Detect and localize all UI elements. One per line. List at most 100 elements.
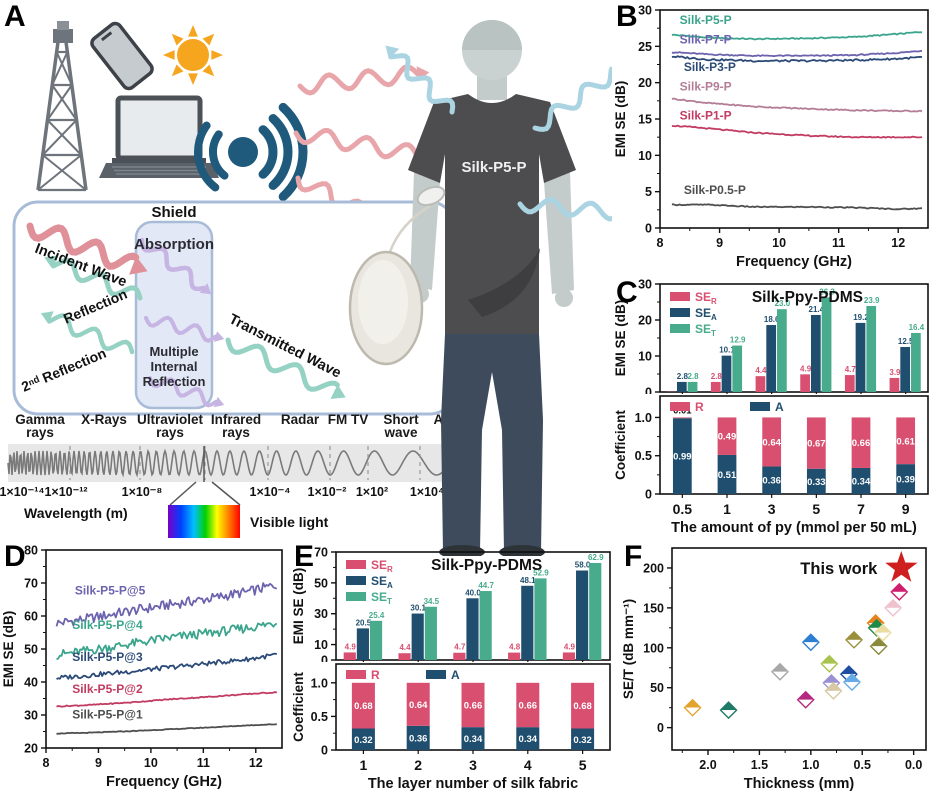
stacked-chart-E-bottom: 0 0.5 1.0 The layer number of silk fabric Co…	[291, 663, 611, 792]
data-point-top-1	[720, 702, 737, 711]
chart-emi-se-vs-layer-number: 0 10 30 50 70 EMI SE (dB) 4.9 4.4 4.7 4.8 4.9 20.5 3…	[290, 540, 620, 668]
bar-SE_A-3	[766, 325, 777, 392]
bar-value-SE_R-3: 4.4	[755, 366, 767, 375]
bar-chart-C-top: 0 10 20 30 EMI SE (dB) 2.8 4.4 4.9 4.7 3.9 2.8 10.1…	[613, 278, 929, 400]
data-point-bottom-3	[797, 699, 814, 708]
legend-swatch-R	[346, 670, 366, 679]
y-tick-label: 70	[314, 546, 328, 560]
visible-funnel-left	[169, 481, 197, 506]
absorbed-wave-2-arrowhead	[214, 331, 225, 342]
bar-value-SE_T-1: 25.4	[369, 611, 385, 620]
segment-value-R-3: 0.64	[762, 437, 781, 448]
data-point-bottom-16	[891, 591, 908, 600]
segment-A-9	[896, 464, 916, 494]
series-line-Silk-P5-P	[671, 31, 922, 41]
chart-coefficient-vs-py-amount: 0 0.5 1.0 The amount of py (mmol per 50 mL)…	[612, 394, 938, 540]
chart-coefficient-vs-layer-number: 0 0.5 1.0 The layer number of silk fabric Co…	[290, 662, 620, 794]
spectrum-band-label: FM TV	[328, 412, 369, 427]
reflected-em-wave-2	[532, 67, 614, 132]
data-point-bottom-5	[821, 663, 838, 672]
segment-value-A-0.5: 0.99	[673, 452, 692, 463]
y-tick-label: 20	[638, 76, 652, 90]
data-point-bottom-2	[771, 671, 788, 680]
second-reflection-wave-arrow	[47, 313, 135, 355]
series-label-Silk-P1-P: Silk-P1-P	[680, 109, 732, 123]
data-point-outline-9	[842, 673, 861, 692]
bar-SE_T-3	[777, 309, 787, 392]
segment-value-A-4: 0.34	[519, 734, 538, 745]
transmitted-wave-arrow	[225, 337, 340, 392]
visible-light-gradient	[168, 505, 240, 538]
series-line-Silk-P5-P@5	[55, 582, 278, 627]
absorbed-wave-3	[148, 376, 218, 408]
bar-SE_R-1	[710, 381, 721, 392]
data-point-outline-16	[890, 582, 909, 601]
data-point-top-8	[840, 666, 857, 675]
armband	[416, 185, 446, 207]
incident-em-wave-2	[293, 127, 419, 160]
chart-se-per-thickness-comparison: 2.0 1.5 1.0 0.5 0.0 0 50 100 150 200 Thickness (mm…	[620, 540, 938, 794]
data-point-outline-14	[873, 623, 892, 642]
x-tick-label: 2.0	[699, 758, 716, 772]
shield-diagram	[12, 200, 456, 416]
spectrum-band-label: Infrared rays	[211, 412, 261, 440]
wavelength-value: 1×10²	[356, 485, 388, 499]
absorbed-wave-1	[139, 237, 206, 292]
incident-wave-arrow	[26, 222, 140, 270]
bar-value-SE_A-4: 48.1	[520, 576, 536, 585]
segment-value-A-3: 0.36	[762, 476, 781, 487]
x-tick-label: 12	[891, 236, 905, 250]
chart-title: Silk-Ppy-PDMS	[752, 289, 863, 306]
panel-f-label: F	[624, 540, 643, 573]
x-tick-label: 10	[772, 236, 786, 250]
reflected-em-wave-1-arrowhead	[385, 45, 400, 60]
bar-value-SE_T-5: 62.9	[588, 553, 604, 562]
bar-SE_A-1	[356, 628, 369, 660]
series-line-Silk-P5-P@2	[56, 691, 278, 708]
y-tick-label: 50	[314, 576, 328, 590]
data-point-outline-5	[820, 654, 839, 673]
line-chart-D: 8 9 10 11 12 20 30 40 50 60 70 80 Frequency (GHz) EMI…	[1, 544, 283, 790]
bar-SE_A-7	[855, 322, 866, 392]
x-tick-label: 1.0	[802, 758, 819, 772]
y-tick-label: 60	[24, 610, 38, 624]
transmitted-wave-arrow-arrowhead	[330, 384, 346, 399]
segment-value-R-4: 0.66	[519, 700, 538, 711]
silk-cocoon-highlight	[358, 260, 408, 344]
category-label-9: 9	[902, 501, 910, 517]
data-point-top-16	[891, 583, 908, 592]
laptop-icon	[99, 95, 219, 178]
legend-label-R: R	[371, 668, 380, 682]
spectrum-band-label: Gamma rays	[15, 412, 65, 440]
data-point-top-13	[870, 638, 887, 647]
bar-SE_R-9	[889, 377, 900, 392]
segment-R-0.5	[672, 417, 692, 419]
second-reflection-wave-arrow-arrowhead	[40, 311, 54, 324]
legend-label-A: A	[451, 668, 460, 682]
y-axis-label: EMI SE (dB)	[613, 81, 628, 158]
sun-icon	[163, 25, 223, 85]
bar-SE_T-3	[479, 591, 492, 660]
x-tick-label: 8	[657, 236, 664, 250]
bar-value-SE_A-3: 18.6	[764, 315, 780, 324]
data-point-outline-10	[845, 630, 864, 649]
reflected-em-wave-3	[517, 197, 628, 222]
y-tick-label: 0	[657, 721, 664, 735]
x-tick-label: 11	[832, 236, 845, 250]
series-label-Silk-P5-P@2: Silk-P5-P@2	[72, 682, 143, 696]
category-label-0.5: 0.5	[673, 501, 693, 517]
legend-swatch-SET	[346, 592, 366, 601]
y-tick-label: 25	[638, 40, 652, 54]
segment-A-3	[762, 466, 782, 494]
segment-value-A-5: 0.32	[573, 735, 592, 746]
series-label-Silk-P5-P@5: Silk-P5-P@5	[75, 584, 146, 598]
series-label-Silk-P5-P@4: Silk-P5-P@4	[72, 618, 143, 632]
panel-e: E 0 10 30 50 70 EMI SE (dB) 4.9 4.4 4.7 4.8 4.9 20.…	[290, 540, 620, 794]
y-tick-label: 50	[24, 643, 38, 657]
segment-R-9	[896, 417, 916, 465]
segment-R-1	[717, 417, 737, 455]
series-line-Silk-P5-P@4	[56, 621, 278, 661]
y-tick-label: 10	[314, 638, 328, 652]
y-tick-label: 20	[638, 314, 652, 328]
bar-SE_T-2	[424, 606, 437, 660]
